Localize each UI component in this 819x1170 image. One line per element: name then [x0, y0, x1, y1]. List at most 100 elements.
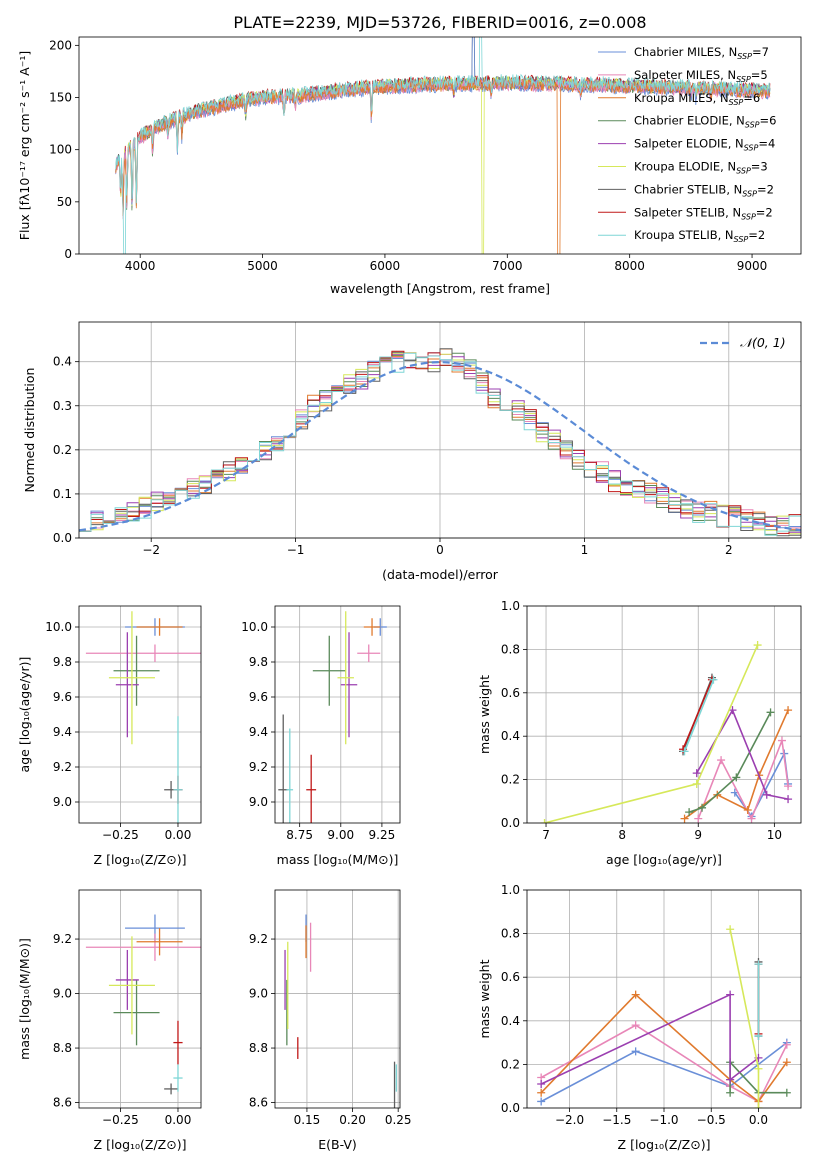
x-tick-label: 8	[618, 828, 626, 842]
x-tick-label: 8.75	[286, 828, 313, 842]
y-tick-label: 1.0	[501, 599, 520, 613]
x-tick-label: 7	[542, 828, 550, 842]
spectrum-series	[115, 37, 771, 254]
data-point	[685, 808, 694, 817]
series-line	[540, 1041, 788, 1103]
figure-title: PLATE=2239, MJD=53726, FIBERID=0016, z=0…	[233, 13, 646, 32]
x-tick-label: 0.00	[165, 828, 192, 842]
histogram-series	[79, 350, 801, 534]
series-line	[682, 679, 713, 750]
x-tick-label: 9000	[737, 259, 768, 273]
data-point	[537, 1088, 546, 1097]
legend-text: Kroupa STELIB, N	[634, 228, 734, 242]
data-point	[754, 1064, 763, 1073]
axes-frame	[78, 321, 802, 539]
data-point	[726, 1075, 735, 1084]
axes-frame	[526, 889, 802, 1109]
legend-subscript: SSP	[734, 235, 749, 244]
data-point	[753, 641, 762, 650]
y-tick-label: 200	[49, 38, 72, 52]
legend-value: =5	[751, 68, 768, 82]
legend-text: Kroupa MILES, N	[634, 91, 729, 105]
x-tick-label: 0.15	[294, 1113, 321, 1127]
y-tick-label: 0.6	[501, 970, 520, 984]
legend-text: Kroupa ELODIE, N	[634, 160, 736, 174]
legend-text: Salpeter MILES, N	[634, 68, 736, 82]
data-layer	[540, 641, 793, 823]
plot-area	[527, 606, 801, 823]
y-tick-label: 0.4	[53, 355, 72, 369]
y-tick-label: 0.4	[501, 1014, 520, 1028]
y-tick-label: 8.8	[53, 1041, 72, 1055]
x-tick-label: 2	[725, 543, 733, 557]
x-axis-label: mass [log₁₀(M/M⊙)]	[277, 852, 399, 867]
x-axis-label: (data-model)/error	[382, 567, 499, 582]
legend-value: =4	[758, 137, 775, 151]
y-tick-label: 0.1	[53, 487, 72, 501]
normal-curve	[79, 360, 801, 532]
data-point	[762, 790, 771, 799]
x-axis-label: Z [log₁₀(Z/Z⊙)]	[94, 1137, 187, 1152]
x-tick-label: −2.0	[555, 1113, 584, 1127]
x-axis-label: Z [log₁₀(Z/Z⊙)]	[618, 1137, 711, 1152]
data-point	[631, 990, 640, 999]
x-tick-label: 0	[436, 543, 444, 557]
y-tick-label: 50	[57, 195, 72, 209]
data-point	[540, 819, 549, 823]
y-tick-label: 9.2	[53, 932, 72, 946]
x-tick-label: 6000	[370, 259, 401, 273]
data-point	[782, 1088, 791, 1097]
data-point	[726, 925, 735, 934]
y-tick-label: 10.0	[241, 620, 268, 634]
data-layer	[537, 925, 791, 1108]
legend-text: Chabrier MILES, N	[634, 45, 737, 59]
legend-entry: 𝒩(0, 1)	[740, 335, 786, 350]
plot-area	[79, 37, 801, 254]
legend-value: =2	[757, 182, 774, 196]
legend-subscript: SSP	[736, 167, 751, 176]
y-tick-label: 0.0	[501, 816, 520, 830]
x-tick-label: 8000	[614, 259, 645, 273]
data-point	[537, 1080, 546, 1089]
legend-value: =3	[751, 160, 768, 174]
y-tick-label: 9.6	[249, 690, 268, 704]
y-axis-label: mass weight	[477, 675, 492, 754]
data-point	[692, 769, 701, 778]
legend-subscript: SSP	[742, 189, 757, 198]
data-point	[754, 1032, 763, 1041]
data-point	[754, 960, 763, 969]
y-tick-label: 9.0	[249, 795, 268, 809]
data-point	[766, 708, 775, 717]
axes-frame	[78, 36, 802, 255]
y-tick-label: 9.4	[53, 725, 72, 739]
y-tick-label: 9.2	[53, 760, 72, 774]
y-tick-label: 1.0	[501, 883, 520, 897]
data-layer	[79, 348, 801, 537]
x-axis-label: age [log₁₀(age/yr)]	[606, 852, 722, 867]
data-point	[631, 1021, 640, 1030]
plot-area	[275, 606, 400, 823]
x-tick-label: 5000	[247, 259, 278, 273]
data-point	[680, 747, 689, 756]
legend-value: =2	[748, 228, 765, 242]
legend-subscript: SSP	[736, 75, 751, 84]
y-tick-label: 150	[49, 91, 72, 105]
x-axis-label: Z [log₁₀(Z/Z⊙)]	[94, 852, 187, 867]
mass_weight_vs_Z-panel: −2.0 −1.5 −1.0 −0.5 0.0 0.0 0.2 0.4 0.6 0.8 1.0 Z […	[477, 883, 802, 1152]
y-axis-label: Flux [fλ10⁻¹⁷ erg cm⁻² s⁻¹ A⁻¹]	[17, 51, 32, 240]
legend-text: Chabrier STELIB, N	[634, 182, 742, 196]
y-tick-label: 9.0	[249, 987, 268, 1001]
mass_vs_ebv-panel: 0.15 0.20 0.25 8.6 8.8 9.0 9.2 E(B-V)	[249, 889, 412, 1152]
data-point	[754, 1104, 763, 1108]
y-tick-label: 10.0	[45, 620, 72, 634]
data-point	[726, 990, 735, 999]
axes-frame	[78, 889, 202, 1109]
x-tick-label: −1.5	[602, 1113, 631, 1127]
data-point	[717, 756, 726, 765]
y-axis-label: age [log₁₀(age/yr)]	[17, 657, 32, 773]
data-layer	[85, 914, 201, 1095]
legend-entry: Chabrier STELIB, NSSP=2	[634, 182, 774, 198]
axes-frame	[526, 605, 802, 824]
y-tick-label: 0.6	[501, 686, 520, 700]
